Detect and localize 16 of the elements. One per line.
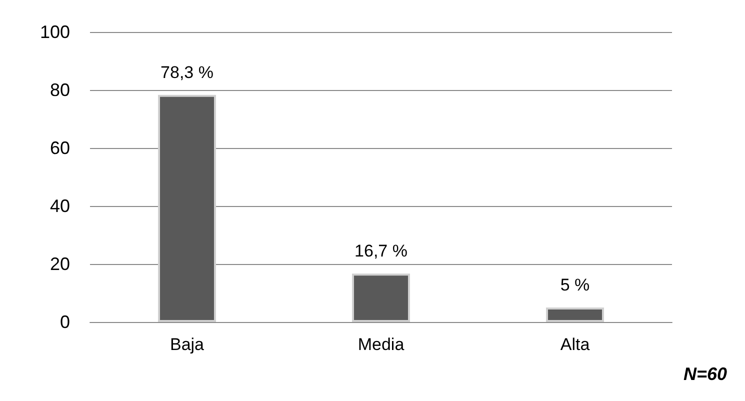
y-tick-label: 20 — [50, 254, 70, 274]
data-label: 78,3 % — [160, 62, 214, 82]
bar — [546, 308, 604, 322]
text: N=60 — [683, 364, 728, 384]
x-tick-label: Media — [358, 335, 405, 354]
y-tick-label: 60 — [50, 138, 70, 158]
y-tick-label: 100 — [40, 22, 70, 42]
x-tick-label: Baja — [170, 335, 205, 354]
bar — [158, 94, 216, 322]
data-label: 5 % — [560, 276, 590, 294]
x-tick-label: Alta — [560, 335, 590, 354]
y-tick-label: 0 — [60, 312, 70, 332]
y-tick-label: 40 — [50, 196, 70, 216]
y-tick-label: 80 — [50, 80, 70, 100]
bar — [352, 274, 410, 322]
data-label: 16,7 % — [354, 242, 408, 261]
